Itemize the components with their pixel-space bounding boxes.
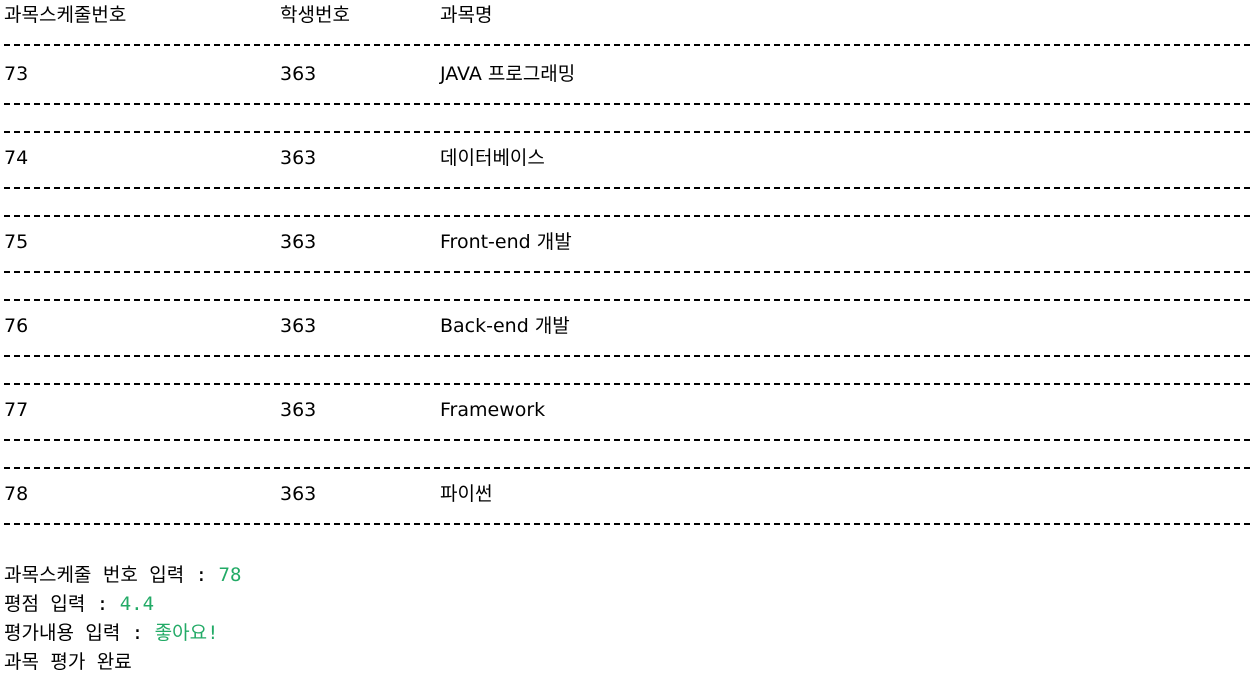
divider	[4, 342, 1250, 370]
table-row: 73 363 JAVA 프로그래밍	[4, 59, 1250, 90]
header-subject: 과목명	[440, 4, 493, 26]
cell-schedule-no: 78	[4, 483, 29, 505]
cell-student-no: 363	[280, 399, 317, 421]
done-message: 과목 평가 완료	[4, 651, 132, 673]
cell-subject: 파이썬	[440, 483, 493, 505]
table-row: 75 363 Front-end 개발	[4, 227, 1250, 258]
table-row: 74 363 데이터베이스	[4, 143, 1250, 174]
table-header: 과목스케줄번호 학생번호 과목명	[4, 0, 1250, 31]
cell-schedule-no: 74	[4, 147, 29, 169]
divider	[4, 454, 1250, 479]
divider	[4, 426, 1250, 454]
header-student-no: 학생번호	[280, 4, 350, 26]
score-input-label: 평점 입력 :	[4, 593, 120, 615]
divider	[4, 118, 1250, 143]
schedule-input-label: 과목스케줄 번호 입력 :	[4, 564, 219, 586]
divider	[4, 31, 1250, 59]
divider	[4, 286, 1250, 311]
cell-student-no: 363	[280, 483, 317, 505]
cell-student-no: 363	[280, 147, 317, 169]
cell-subject: JAVA 프로그래밍	[440, 63, 576, 85]
cell-subject: Framework	[440, 399, 546, 421]
divider	[4, 174, 1250, 202]
schedule-input-line: 과목스케줄 번호 입력 : 78	[4, 561, 1250, 590]
divider	[4, 90, 1250, 118]
schedule-input-value[interactable]: 78	[218, 564, 242, 586]
cell-schedule-no: 76	[4, 315, 29, 337]
table-row: 78 363 파이썬	[4, 479, 1250, 510]
divider	[4, 370, 1250, 395]
table-row: 77 363 Framework	[4, 395, 1250, 426]
score-input-line: 평점 입력 : 4.4	[4, 590, 1250, 619]
cell-schedule-no: 77	[4, 399, 29, 421]
cell-student-no: 363	[280, 231, 317, 253]
cell-subject: Front-end 개발	[440, 231, 572, 253]
divider	[4, 202, 1250, 227]
input-prompts: 과목스케줄 번호 입력 : 78 평점 입력 : 4.4 평가내용 입력 : 좋…	[4, 561, 1250, 677]
cell-schedule-no: 73	[4, 63, 29, 85]
review-input-line: 평가내용 입력 : 좋아요!	[4, 619, 1250, 648]
cell-student-no: 363	[280, 315, 317, 337]
review-input-value[interactable]: 좋아요!	[154, 622, 219, 644]
cell-student-no: 363	[280, 63, 317, 85]
divider	[4, 510, 1250, 538]
cell-subject: Back-end 개발	[440, 315, 570, 337]
cell-subject: 데이터베이스	[440, 147, 545, 169]
divider	[4, 258, 1250, 286]
review-input-label: 평가내용 입력 :	[4, 622, 155, 644]
score-input-value[interactable]: 4.4	[119, 593, 155, 615]
table-row: 76 363 Back-end 개발	[4, 311, 1250, 342]
header-schedule-no: 과목스케줄번호	[4, 4, 127, 26]
console-output: 과목스케줄번호 학생번호 과목명 73 363 JAVA 프로그래밍 74 36…	[4, 0, 1250, 538]
cell-schedule-no: 75	[4, 231, 29, 253]
